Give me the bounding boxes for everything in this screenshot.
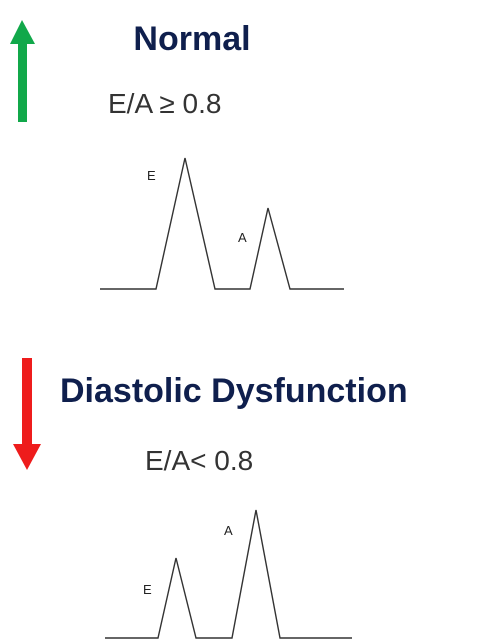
dysfunction-ratio: E/A< 0.8 (145, 445, 253, 476)
dysfunction-title: Diastolic Dysfunction (60, 372, 408, 410)
normal-waveform (100, 157, 344, 290)
up-arrow (10, 20, 35, 122)
normal-ratio: E/A ≥ 0.8 (108, 88, 221, 119)
dysfunction-waveform (105, 509, 352, 639)
down-arrow (13, 358, 41, 470)
dysfunction-e-label: E (143, 582, 152, 597)
normal-title: Normal (133, 20, 250, 58)
normal-a-label: A (238, 230, 247, 245)
normal-e-label: E (147, 168, 156, 183)
dysfunction-a-label: A (224, 523, 233, 538)
